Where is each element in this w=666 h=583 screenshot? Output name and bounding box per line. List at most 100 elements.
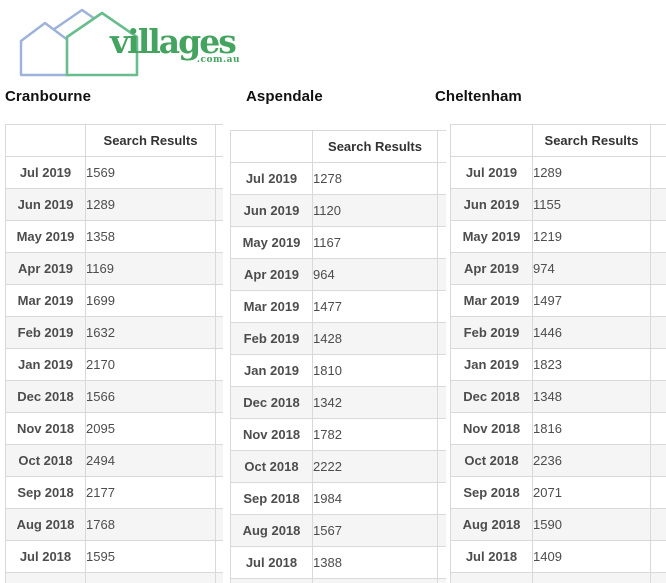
table-row: Mar 2019 1497 [450,284,666,317]
table-row: May 2019 1358 [5,220,223,253]
month-cell: Jul 2018 [5,540,86,573]
search-results-cell: 1816 [532,412,651,445]
search-results-cell: 1497 [532,284,651,317]
month-cell: Mar 2019 [230,290,313,323]
search-results-cell: 1699 [85,284,216,317]
clipped-cell [215,444,223,477]
search-results-cell: 1446 [532,316,651,349]
table-row: Jul 2018 1409 [450,540,666,573]
search-results-cell: 1169 [85,252,216,285]
month-cell: Jul 2018 [230,546,313,579]
search-results-cell: 1388 [312,546,438,579]
header-row: Search Results [450,124,666,157]
clipped-cell [215,284,223,317]
column-header: Search Results [312,130,438,163]
clipped-cell [437,450,446,483]
table-row: Dec 2018 1342 [230,386,446,419]
clipped-column [215,124,223,157]
search-results-cell: 1477 [312,290,438,323]
table-row: Sep 2018 2177 [5,476,223,509]
month-cell: Feb 2019 [230,322,313,355]
header-row: Search Results [5,124,223,157]
clipped-cell [437,578,446,583]
villages-logo[interactable]: villages .com.au [8,4,248,77]
month-cell: Feb 2019 [450,316,533,349]
month-cell: Jun 2019 [450,188,533,221]
clipped-cell [437,226,446,259]
search-results-cell: 1155 [532,188,651,221]
search-results-cell: 1569 [85,156,216,189]
month-cell: Dec 2018 [230,386,313,419]
month-cell: Jan 2019 [450,348,533,381]
clipped-cell [437,290,446,323]
table-aspendale: Search Results Jul 2019 1278 Jun 2019 1120 M… [230,130,446,583]
month-cell: Nov 2018 [450,412,533,445]
table-row: Sep 2018 2071 [450,476,666,509]
table-row: Feb 2019 1632 [5,316,223,349]
clipped-cell [650,348,666,381]
table-row: Dec 2018 1566 [5,380,223,413]
three-houses-icon [19,8,139,77]
table-row: Jun 2019 1289 [5,188,223,221]
month-cell: Mar 2019 [450,284,533,317]
clipped-cell [650,284,666,317]
clipped-cell [650,508,666,541]
clipped-cell [215,220,223,253]
search-results-cell: 1342 [312,386,438,419]
clipped-cell [215,348,223,381]
clipped-cell [650,156,666,189]
search-results-cell: 1348 [532,380,651,413]
clipped-cell [215,476,223,509]
section-title-cheltenham: Cheltenham [435,88,522,105]
table-row: Jul 2018 1595 [5,540,223,573]
search-results-cell: 1632 [85,316,216,349]
table-row: Jul 2019 1289 [450,156,666,189]
table-row: Sep 2018 1984 [230,482,446,515]
table-row: Mar 2019 1477 [230,290,446,323]
search-results-cell: 1289 [85,188,216,221]
table-row: Oct 2018 2222 [230,450,446,483]
month-cell: May 2019 [450,220,533,253]
month-cell: Nov 2018 [5,412,86,445]
month-cell: Dec 2018 [5,380,86,413]
search-results-cell: 964 [312,258,438,291]
search-results-cell: 1984 [312,482,438,515]
clipped-cell [650,444,666,477]
clipped-cell [437,482,446,515]
search-results-cell: 1567 [312,514,438,547]
month-cell: Jan 2019 [5,348,86,381]
table-row: Oct 2018 2236 [450,444,666,477]
column-header: Search Results [532,124,651,157]
search-results-cell: 1219 [532,220,651,253]
month-cell: Aug 2018 [5,508,86,541]
clipped-cell [437,322,446,355]
month-cell [5,572,86,583]
table-row: May 2019 1167 [230,226,446,259]
search-results-cell [312,578,438,583]
search-results-cell: 1595 [85,540,216,573]
search-results-cell: 1428 [312,322,438,355]
month-cell: Oct 2018 [5,444,86,477]
month-cell: Sep 2018 [5,476,86,509]
table-row: Feb 2019 1446 [450,316,666,349]
clipped-column [650,124,666,157]
search-results-cell: 2071 [532,476,651,509]
month-cell: May 2019 [230,226,313,259]
search-results-cell [532,572,651,583]
month-cell: Jun 2019 [5,188,86,221]
month-cell: Jan 2019 [230,354,313,387]
section-title-cranbourne: Cranbourne [5,88,92,105]
month-cell: Oct 2018 [230,450,313,483]
month-cell: Feb 2019 [5,316,86,349]
month-cell [450,572,533,583]
search-results-cell: 2494 [85,444,216,477]
month-cell: Sep 2018 [450,476,533,509]
search-results-cell: 1590 [532,508,651,541]
clipped-cell [215,252,223,285]
table-cheltenham: Search Results Jul 2019 1289 Jun 2019 1155 M… [450,124,666,583]
clipped-cell [650,476,666,509]
month-cell: Nov 2018 [230,418,313,451]
clipped-cell [437,418,446,451]
month-cell [230,578,313,583]
clipped-cell [650,412,666,445]
